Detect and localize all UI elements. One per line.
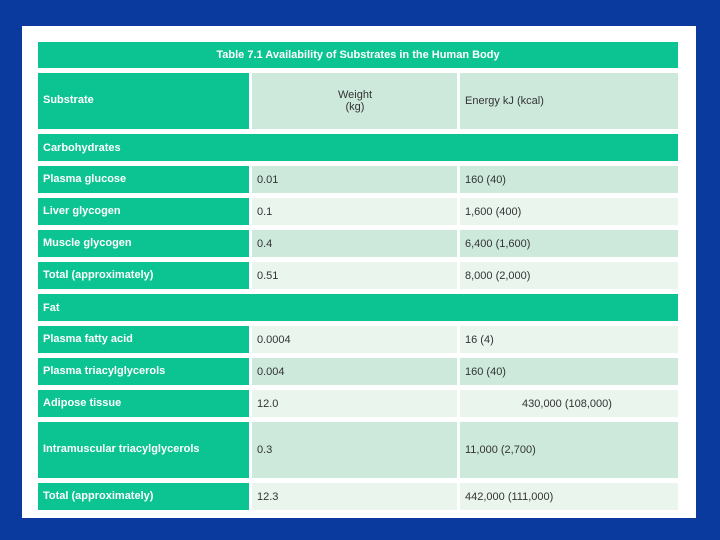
weight-cell: 12.0 xyxy=(252,390,457,417)
substrate-cell: Total (approximately) xyxy=(38,262,249,289)
table-row: Plasma glucose 0.01 160 (40) xyxy=(38,166,678,193)
energy-cell: 430,000 (108,000) xyxy=(460,390,678,417)
header-energy: Energy kJ (kcal) xyxy=(460,73,678,129)
table-row: Plasma fatty acid 0.0004 16 (4) xyxy=(38,326,678,353)
weight-cell: 0.3 xyxy=(252,422,457,478)
table-title: Table 7.1 Availability of Substrates in … xyxy=(38,42,678,68)
section-row: Carbohydrates xyxy=(38,134,678,161)
section-row: Fat xyxy=(38,294,678,321)
table-row: Intramuscular triacylglycerols 0.3 11,000 … xyxy=(38,422,678,478)
table-header-row: Substrate Weight (kg) Energy kJ (kcal) xyxy=(38,73,678,129)
substrate-cell: Plasma fatty acid xyxy=(38,326,249,353)
header-weight-line2: (kg) xyxy=(345,101,365,113)
substrate-cell: Muscle glycogen xyxy=(38,230,249,257)
header-substrate: Substrate xyxy=(38,73,249,129)
weight-cell: 0.01 xyxy=(252,166,457,193)
energy-cell: 160 (40) xyxy=(460,358,678,385)
table-row: Total (approximately) 0.51 8,000 (2,000) xyxy=(38,262,678,289)
weight-cell: 12.3 xyxy=(252,483,457,510)
header-weight: Weight (kg) xyxy=(252,73,457,129)
substrate-cell: Total (approximately) xyxy=(38,483,249,510)
energy-cell: 442,000 (111,000) xyxy=(460,483,678,510)
table-row: Muscle glycogen 0.4 6,400 (1,600) xyxy=(38,230,678,257)
substrate-cell: Plasma glucose xyxy=(38,166,249,193)
weight-cell: 0.004 xyxy=(252,358,457,385)
slide-content-area: Table 7.1 Availability of Substrates in … xyxy=(22,26,696,518)
substrate-cell: Intramuscular triacylglycerols xyxy=(38,422,249,478)
table-row: Total (approximately) 12.3 442,000 (111,00… xyxy=(38,483,678,510)
weight-cell: 0.0004 xyxy=(252,326,457,353)
substrate-cell: Plasma triacylglycerols xyxy=(38,358,249,385)
header-weight-line1: Weight xyxy=(337,89,373,101)
substrates-table: Table 7.1 Availability of Substrates in … xyxy=(38,42,678,510)
energy-cell: 8,000 (2,000) xyxy=(460,262,678,289)
table-row: Plasma triacylglycerols 0.004 160 (40) xyxy=(38,358,678,385)
energy-cell: 16 (4) xyxy=(460,326,678,353)
table-row: Adipose tissue 12.0 430,000 (108,000) xyxy=(38,390,678,417)
weight-cell: 0.4 xyxy=(252,230,457,257)
energy-cell: 160 (40) xyxy=(460,166,678,193)
substrate-cell: Liver glycogen xyxy=(38,198,249,225)
table-row: Liver glycogen 0.1 1,600 (400) xyxy=(38,198,678,225)
weight-cell: 0.51 xyxy=(252,262,457,289)
weight-cell: 0.1 xyxy=(252,198,457,225)
energy-cell: 1,600 (400) xyxy=(460,198,678,225)
energy-cell: 6,400 (1,600) xyxy=(460,230,678,257)
energy-cell: 11,000 (2,700) xyxy=(460,422,678,478)
substrate-cell: Adipose tissue xyxy=(38,390,249,417)
